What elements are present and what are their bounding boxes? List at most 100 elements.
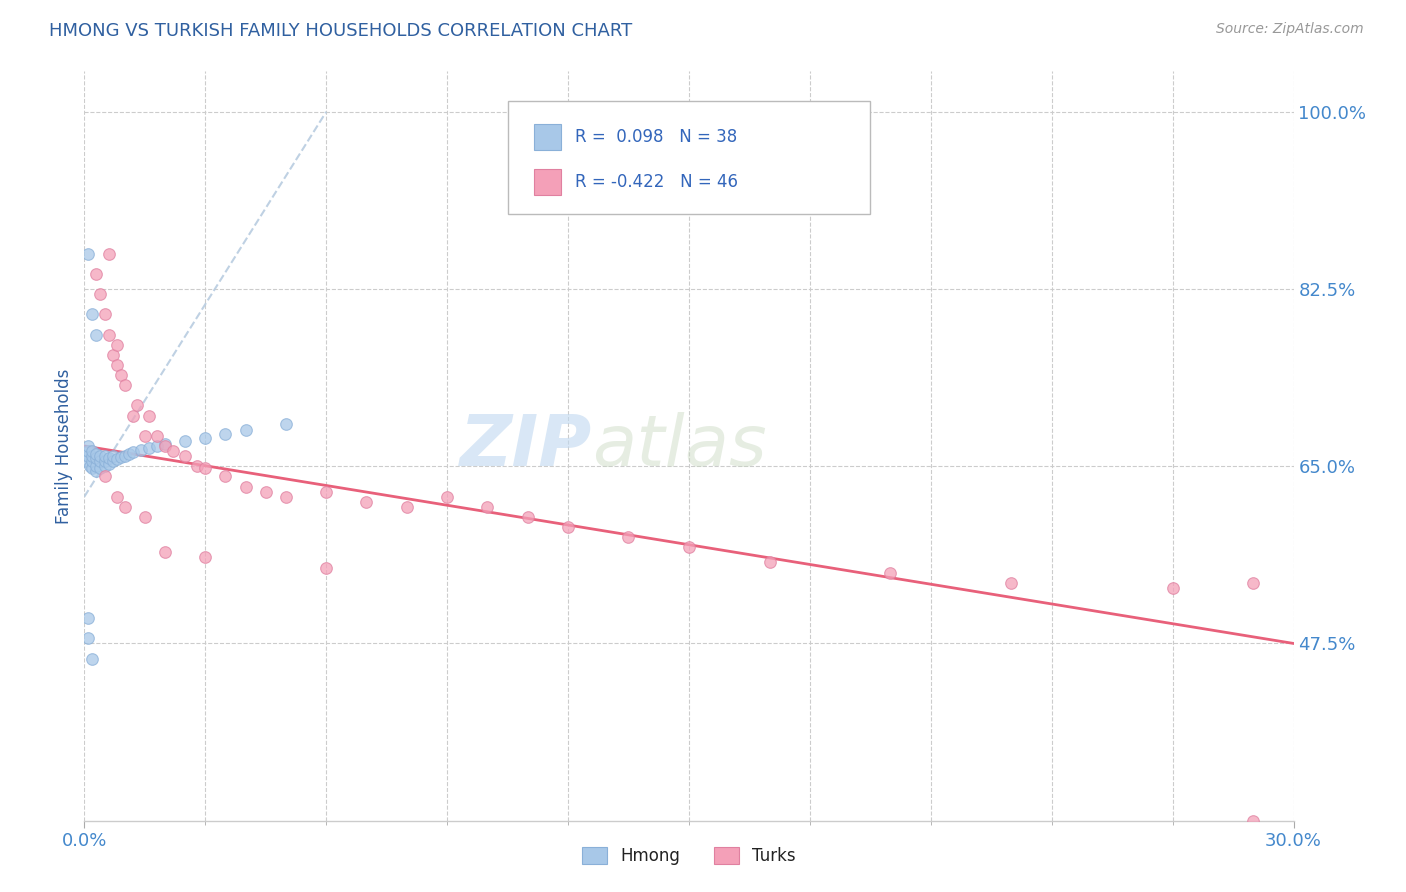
Point [86, 267, 108, 281]
Text: R = -0.422   N = 46: R = -0.422 N = 46 [575, 173, 738, 191]
Point [356, 494, 378, 508]
Point [214, 469, 236, 483]
Point [93, 449, 115, 463]
Point [97, 327, 120, 342]
Point [194, 461, 217, 475]
Point [121, 445, 143, 459]
Text: Source: ZipAtlas.com: Source: ZipAtlas.com [1216, 22, 1364, 37]
Point [194, 431, 217, 445]
Point [153, 545, 176, 559]
Point [75, 454, 97, 468]
Point [114, 500, 136, 514]
Point [477, 500, 499, 514]
Point [134, 429, 156, 443]
Point [86, 464, 108, 478]
Point [93, 459, 115, 474]
Y-axis label: Family Households: Family Households [55, 368, 73, 524]
Point [214, 426, 236, 441]
Point [138, 409, 160, 423]
Point [97, 451, 120, 466]
Point [77, 632, 100, 646]
Point [274, 417, 297, 431]
Point [678, 541, 700, 555]
Point [138, 441, 160, 455]
Point [93, 454, 115, 468]
Point [77, 246, 100, 260]
Point [118, 447, 141, 461]
FancyBboxPatch shape [508, 102, 870, 214]
Point [617, 530, 640, 544]
Point [82, 461, 104, 475]
Point [395, 500, 418, 514]
Text: atlas: atlas [592, 411, 766, 481]
Point [86, 327, 108, 342]
Point [101, 454, 124, 468]
Point [134, 509, 156, 524]
Point [97, 246, 120, 260]
Text: R =  0.098   N = 38: R = 0.098 N = 38 [575, 128, 738, 146]
Point [436, 490, 458, 504]
Point [89, 454, 111, 468]
Point [174, 449, 197, 463]
Point [235, 479, 257, 493]
Text: HMONG VS TURKISH FAMILY HOUSEHOLDS CORRELATION CHART: HMONG VS TURKISH FAMILY HOUSEHOLDS CORRE… [49, 22, 633, 40]
Point [758, 556, 780, 570]
Bar [534, 124, 561, 150]
Point [86, 459, 108, 474]
Point [101, 348, 124, 362]
Point [105, 452, 128, 467]
Point [235, 423, 257, 437]
Point [82, 454, 104, 468]
Point [162, 444, 184, 458]
Point [557, 520, 579, 534]
Point [1241, 575, 1264, 590]
Point [516, 509, 538, 524]
Point [105, 337, 128, 351]
Text: ZIP: ZIP [460, 411, 592, 481]
Point [77, 611, 100, 625]
Point [89, 461, 111, 475]
Point [1161, 581, 1184, 595]
Point [82, 307, 104, 321]
Point [93, 469, 115, 483]
Point [101, 449, 124, 463]
Point [110, 450, 132, 464]
Point [105, 490, 128, 504]
Point [315, 560, 337, 574]
Point [1241, 814, 1264, 828]
Point [86, 451, 108, 466]
Point [315, 484, 337, 499]
Point [125, 399, 148, 413]
Point [79, 459, 101, 474]
Point [110, 368, 132, 383]
Point [153, 437, 176, 451]
Point [82, 444, 104, 458]
Point [77, 444, 100, 458]
Point [77, 449, 100, 463]
Point [146, 439, 169, 453]
Point [89, 287, 111, 301]
Point [186, 459, 208, 474]
Point [121, 409, 143, 423]
Point [82, 651, 104, 665]
Point [254, 484, 277, 499]
Point [82, 449, 104, 463]
Point [114, 378, 136, 392]
Point [97, 457, 120, 471]
Point [129, 443, 152, 458]
Point [194, 550, 217, 565]
Point [879, 566, 901, 580]
Point [114, 449, 136, 463]
Bar [534, 169, 561, 195]
Point [153, 439, 176, 453]
Point [86, 447, 108, 461]
Legend: Hmong, Turks: Hmong, Turks [582, 847, 796, 864]
Point [274, 490, 297, 504]
Point [1000, 575, 1022, 590]
Point [174, 434, 197, 448]
Point [93, 307, 115, 321]
Point [77, 439, 100, 453]
Point [146, 429, 169, 443]
Point [89, 449, 111, 463]
Point [105, 358, 128, 372]
